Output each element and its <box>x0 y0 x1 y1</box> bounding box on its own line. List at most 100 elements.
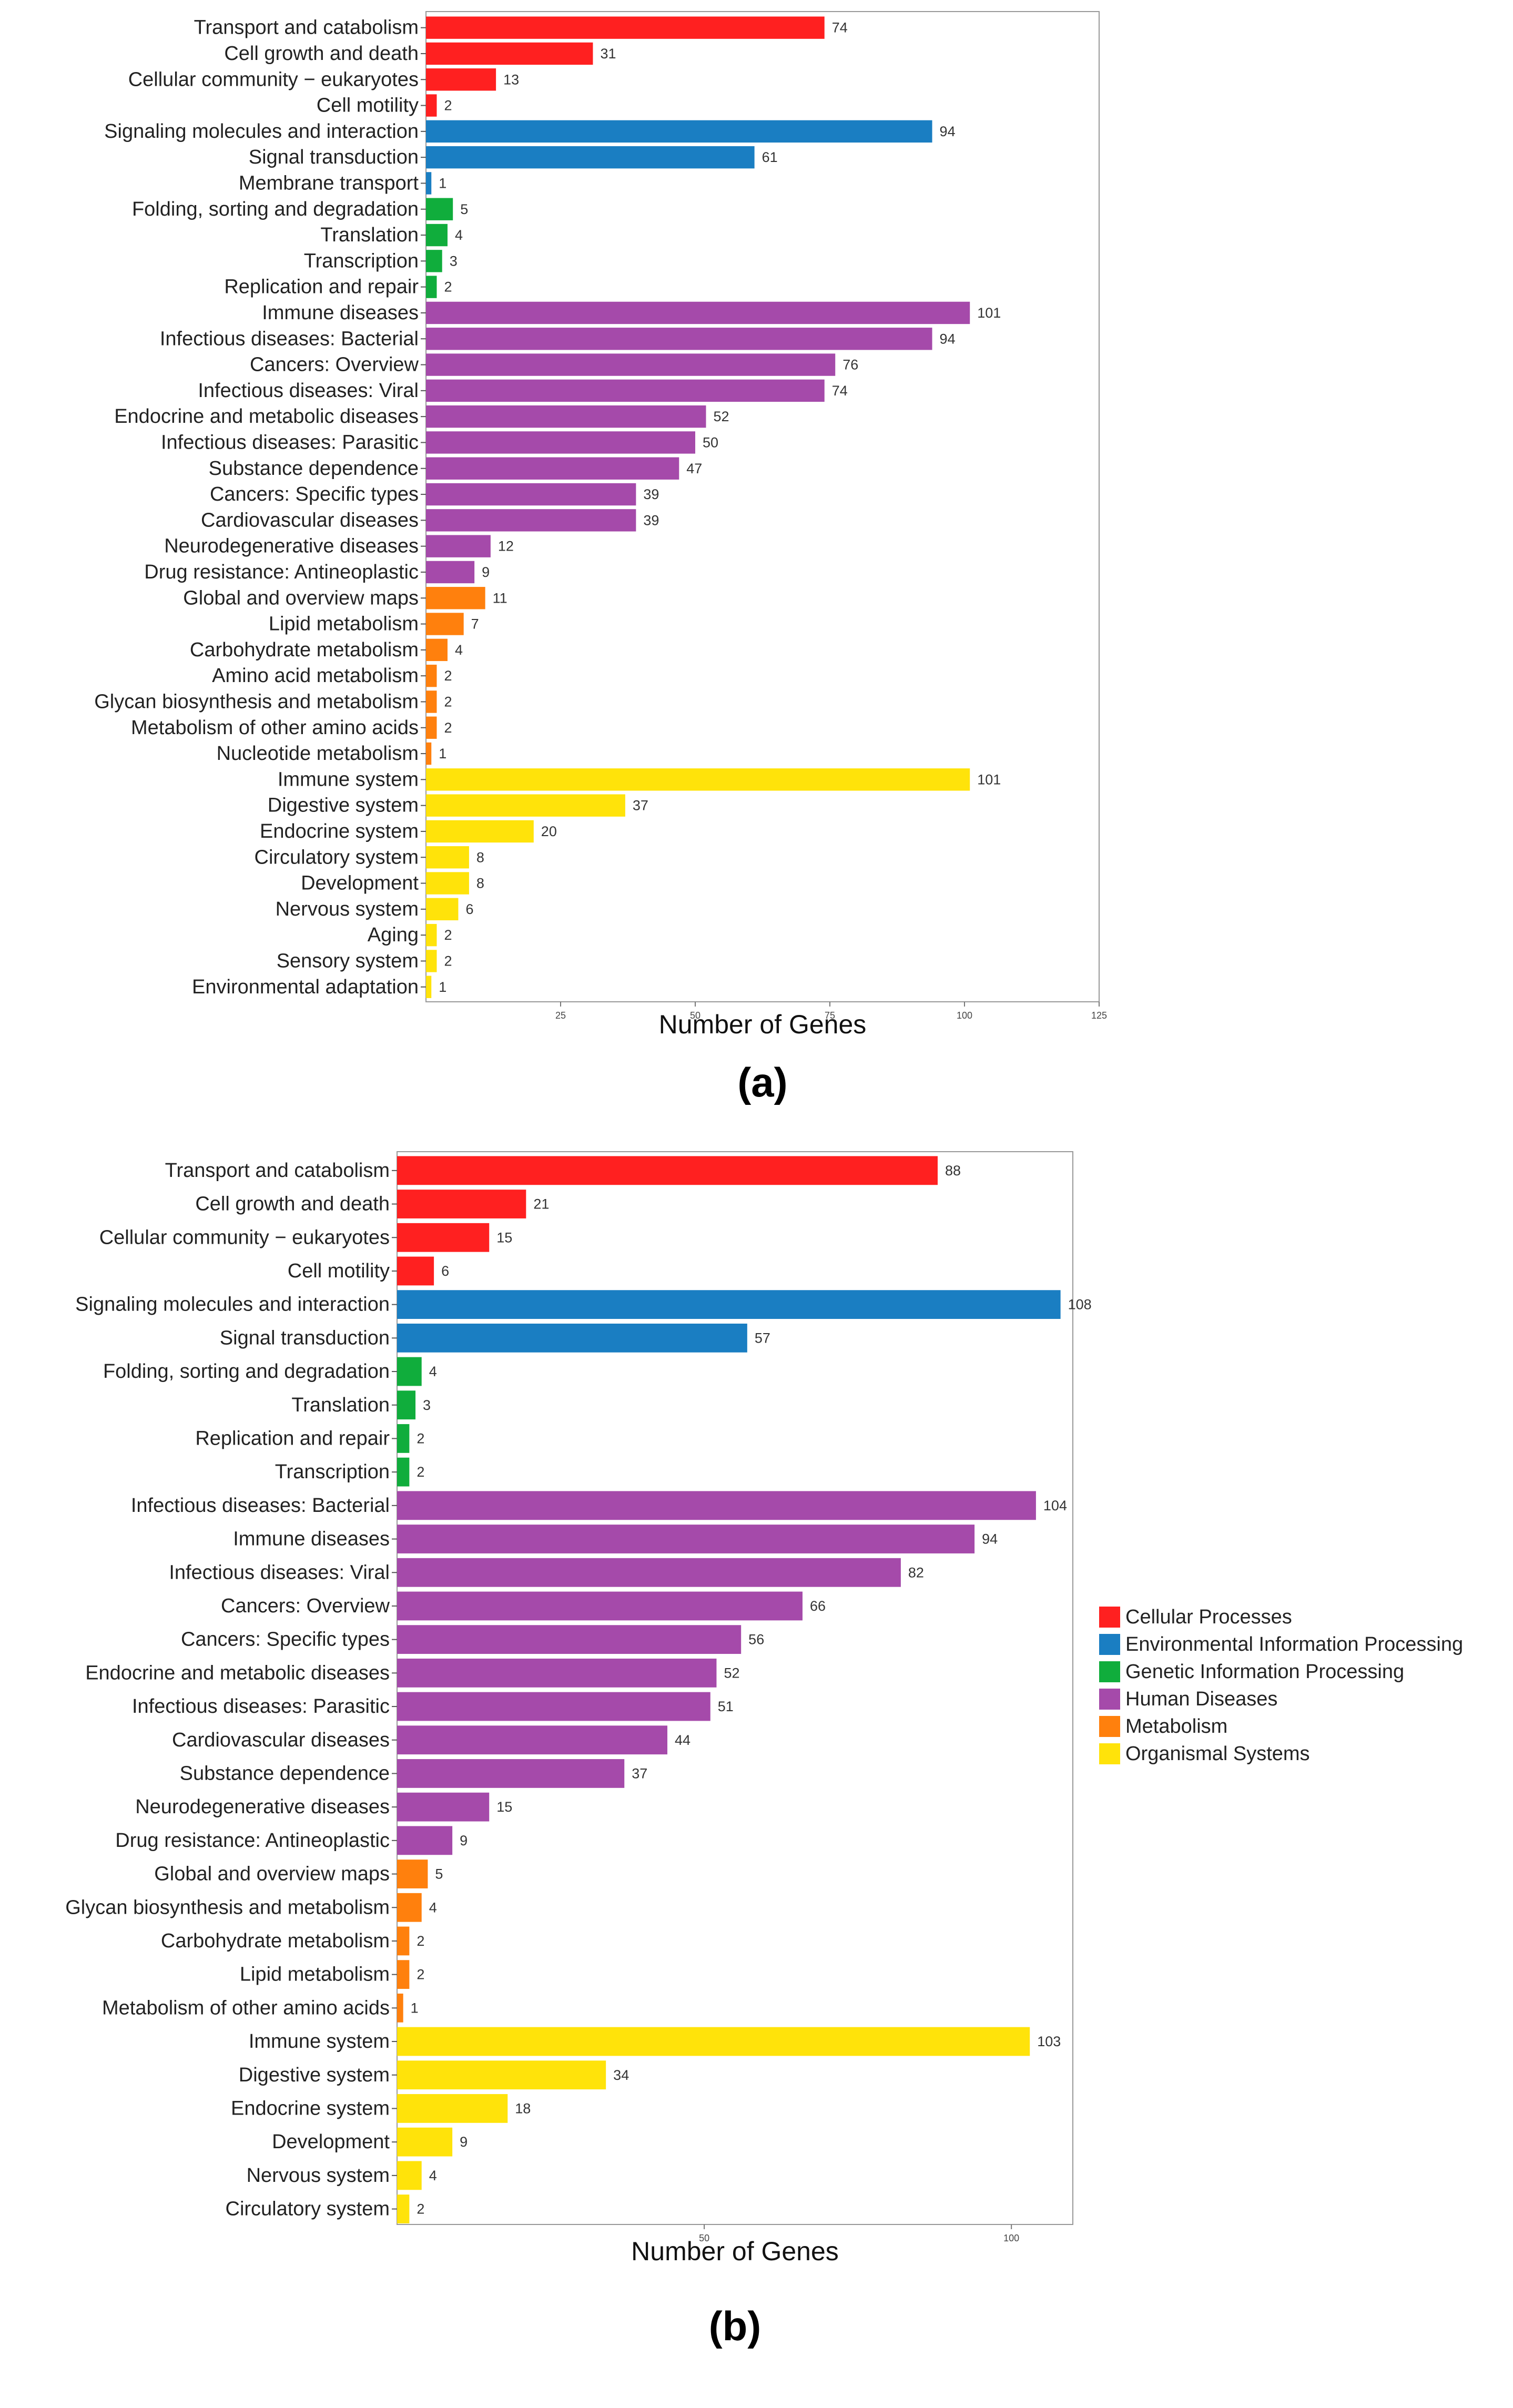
value-label: 2 <box>417 1464 424 1480</box>
value-label: 13 <box>503 72 519 87</box>
plot-frame <box>425 11 1100 1002</box>
category-label: Cancers: Specific types <box>210 483 419 505</box>
bar-substance-dependence <box>426 457 679 480</box>
panel-a: Transport and catabolism 74 Cell growth an… <box>94 11 1107 1105</box>
value-label: 2 <box>444 279 452 295</box>
bar-drug-resistance-antineoplastic <box>426 561 475 584</box>
value-label: 103 <box>1037 2034 1061 2049</box>
x-tick-label: 100 <box>1003 2233 1019 2243</box>
bar-cell-growth-and-death <box>397 1190 526 1218</box>
category-label: Metabolism of other amino acids <box>131 717 419 739</box>
category-label: Signal transduction <box>249 146 419 168</box>
value-label: 5 <box>460 201 468 217</box>
value-label: 94 <box>940 331 956 347</box>
value-label: 5 <box>435 1866 443 1882</box>
category-label: Development <box>272 2131 390 2153</box>
value-label: 2 <box>417 2201 424 2217</box>
category-label: Environmental adaptation <box>192 976 419 998</box>
value-label: 3 <box>450 253 458 269</box>
value-label: 2 <box>417 1430 424 1446</box>
category-label: Cancers: Overview <box>221 1595 390 1617</box>
category-label: Circulatory system <box>226 2198 390 2220</box>
category-label: Immune diseases <box>233 1528 390 1550</box>
category-label: Digestive system <box>239 2064 390 2086</box>
category-label: Signal transduction <box>220 1327 390 1349</box>
value-label: 4 <box>455 642 463 658</box>
bar-circulatory-system <box>426 846 469 869</box>
bar-immune-diseases <box>426 301 970 324</box>
category-label: Cell growth and death <box>224 43 419 65</box>
category-label: Cellular community − eukaryotes <box>128 68 419 90</box>
value-label: 101 <box>977 305 1001 321</box>
value-label: 76 <box>842 357 858 373</box>
category-label: Transcription <box>304 250 419 272</box>
bar-transport-and-catabolism <box>426 16 825 39</box>
category-label: Amino acid metabolism <box>212 665 419 687</box>
value-label: 74 <box>832 383 848 399</box>
value-label: 52 <box>713 409 729 424</box>
value-label: 2 <box>444 927 452 943</box>
category-label: Folding, sorting and degradation <box>103 1360 390 1383</box>
category-label: Cancers: Overview <box>250 354 419 376</box>
legend-label: Human Diseases <box>1125 1688 1277 1710</box>
bar-replication-and-repair <box>397 1424 410 1453</box>
bar-metabolism-of-other-amino-acids <box>426 716 437 739</box>
bar-cancers-specific-types <box>397 1625 742 1654</box>
bar-drug-resistance-antineoplastic <box>397 1826 453 1855</box>
value-label: 6 <box>441 1263 449 1279</box>
bar-glycan-biosynthesis-and-metabolism <box>426 690 437 713</box>
category-label: Folding, sorting and degradation <box>132 198 419 220</box>
category-label: Signaling molecules and interaction <box>104 120 419 143</box>
category-label: Endocrine system <box>231 2097 390 2119</box>
value-label: 2 <box>444 953 452 969</box>
category-label: Cellular community − eukaryotes <box>99 1226 390 1248</box>
bar-development <box>426 872 469 895</box>
value-label: 2 <box>417 1967 424 1983</box>
bar-cell-motility <box>397 1256 434 1286</box>
bar-endocrine-and-metabolic-diseases <box>426 405 706 428</box>
legend-label: Metabolism <box>1125 1715 1227 1738</box>
value-label: 2 <box>444 720 452 736</box>
category-label: Lipid metabolism <box>240 1964 390 1986</box>
category-label: Signaling molecules and interaction <box>75 1294 390 1316</box>
bar-signal-transduction <box>426 146 755 169</box>
category-label: Global and overview maps <box>183 587 419 609</box>
category-label: Replication and repair <box>195 1427 390 1449</box>
value-label: 2 <box>444 694 452 709</box>
category-label: Transport and catabolism <box>194 17 419 39</box>
bar-nervous-system <box>426 898 459 921</box>
value-label: 61 <box>762 149 778 165</box>
x-tick-label: 75 <box>825 1010 835 1021</box>
bar-development <box>397 2127 453 2157</box>
value-label: 20 <box>541 824 557 839</box>
category-label: Circulatory system <box>255 846 419 868</box>
legend: Cellular Processes Environmental Informat… <box>1099 1606 1463 1765</box>
x-tick-label: 50 <box>699 2233 709 2243</box>
bar-amino-acid-metabolism <box>426 664 437 687</box>
category-label: Carbohydrate metabolism <box>190 639 419 661</box>
bar-immune-diseases <box>397 1525 975 1553</box>
category-label: Aging <box>368 924 419 946</box>
category-label: Neurodegenerative diseases <box>164 535 419 557</box>
category-label: Nucleotide metabolism <box>217 743 419 765</box>
category-label: Cardiovascular diseases <box>172 1729 390 1751</box>
legend-label: Cellular Processes <box>1125 1606 1292 1628</box>
category-label: Cell motility <box>288 1260 390 1282</box>
bar-circulatory-system <box>397 2194 410 2223</box>
category-label: Metabolism of other amino acids <box>102 1997 390 2019</box>
bar-cardiovascular-diseases <box>397 1725 667 1755</box>
value-label: 52 <box>724 1665 739 1681</box>
value-label: 37 <box>633 798 648 814</box>
bar-infectious-diseases-bacterial <box>426 328 932 350</box>
bar-cellular-community-eukaryotes <box>426 68 496 91</box>
value-label: 104 <box>1043 1498 1067 1513</box>
value-label: 74 <box>832 20 848 36</box>
bar-cellular-community-eukaryotes <box>397 1223 490 1252</box>
value-label: 66 <box>810 1598 826 1614</box>
category-label: Immune system <box>249 2030 390 2053</box>
value-label: 15 <box>496 1230 512 1245</box>
panel-label: (a) <box>737 1059 787 1105</box>
value-label: 15 <box>496 1799 512 1815</box>
value-label: 3 <box>423 1397 431 1413</box>
category-label: Substance dependence <box>209 458 419 480</box>
